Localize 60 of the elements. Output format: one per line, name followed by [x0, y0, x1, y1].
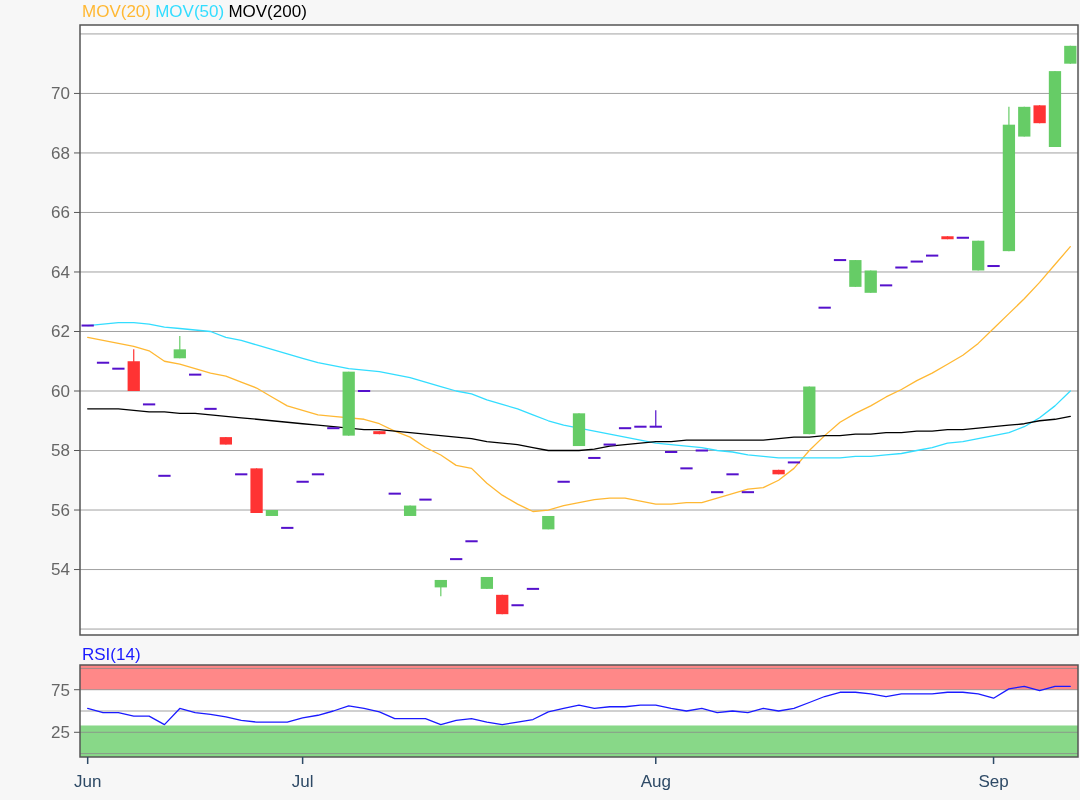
candlestick [926, 254, 939, 257]
candlestick [96, 361, 110, 364]
line-series [87, 685, 1071, 726]
candlestick [189, 373, 202, 376]
candlestick [511, 604, 524, 607]
candlestick [603, 443, 616, 446]
candlestick [296, 480, 309, 483]
candlestick [557, 480, 570, 483]
line-series [87, 408, 1071, 452]
candlestick [833, 259, 847, 262]
candlestick [112, 367, 125, 370]
candlestick [695, 449, 708, 452]
candlestick [327, 427, 340, 430]
text: MOV(200) [228, 2, 307, 21]
x-tick-label: Jul [291, 772, 314, 791]
candlestick [726, 473, 739, 476]
candlestick [311, 473, 325, 476]
y-tick-label: 64 [51, 262, 70, 282]
candlestick [956, 236, 969, 239]
y-tick-label: 60 [51, 381, 70, 401]
candlestick [465, 540, 478, 543]
y-tick-label: 68 [51, 143, 70, 163]
candlestick [158, 474, 171, 477]
candlestick [388, 492, 401, 495]
text: MOV(20) [82, 2, 151, 21]
y-tick-label: 70 [51, 84, 70, 104]
candlestick [864, 269, 877, 294]
y-tick-label: 75 [51, 680, 70, 700]
candlestick [818, 306, 831, 309]
candlestick [204, 407, 217, 410]
line-series [87, 246, 1071, 513]
candlestick [680, 467, 693, 470]
candlestick [526, 587, 540, 590]
y-tick-label: 62 [51, 322, 70, 342]
y-tick-label: 25 [51, 723, 70, 743]
candlestick [634, 425, 647, 428]
text: MOV(50) [155, 2, 225, 21]
candlestick [81, 324, 94, 327]
y-tick-label: 56 [51, 500, 70, 520]
candlestick [879, 284, 893, 287]
x-tick-label: Jun [73, 772, 102, 791]
candlestick [142, 403, 156, 406]
candlestick [910, 260, 923, 263]
candlestick [588, 456, 601, 459]
candlestick [618, 427, 632, 430]
candlestick [787, 461, 801, 464]
y-tick-label: 66 [51, 203, 70, 223]
candlestick [741, 491, 755, 494]
candlestick [281, 526, 294, 529]
y-tick-label: 58 [51, 441, 70, 461]
candlestick [419, 498, 432, 501]
chart-title: RSI(14) [82, 645, 141, 664]
candlestick [895, 266, 908, 269]
candlestick [987, 265, 1000, 268]
candlestick [235, 473, 248, 476]
y-tick-label: 54 [51, 560, 70, 580]
candlestick [711, 491, 724, 494]
x-tick-label: Aug [640, 772, 671, 791]
candlestick [450, 558, 463, 561]
x-tick-label: Sep [978, 772, 1009, 791]
